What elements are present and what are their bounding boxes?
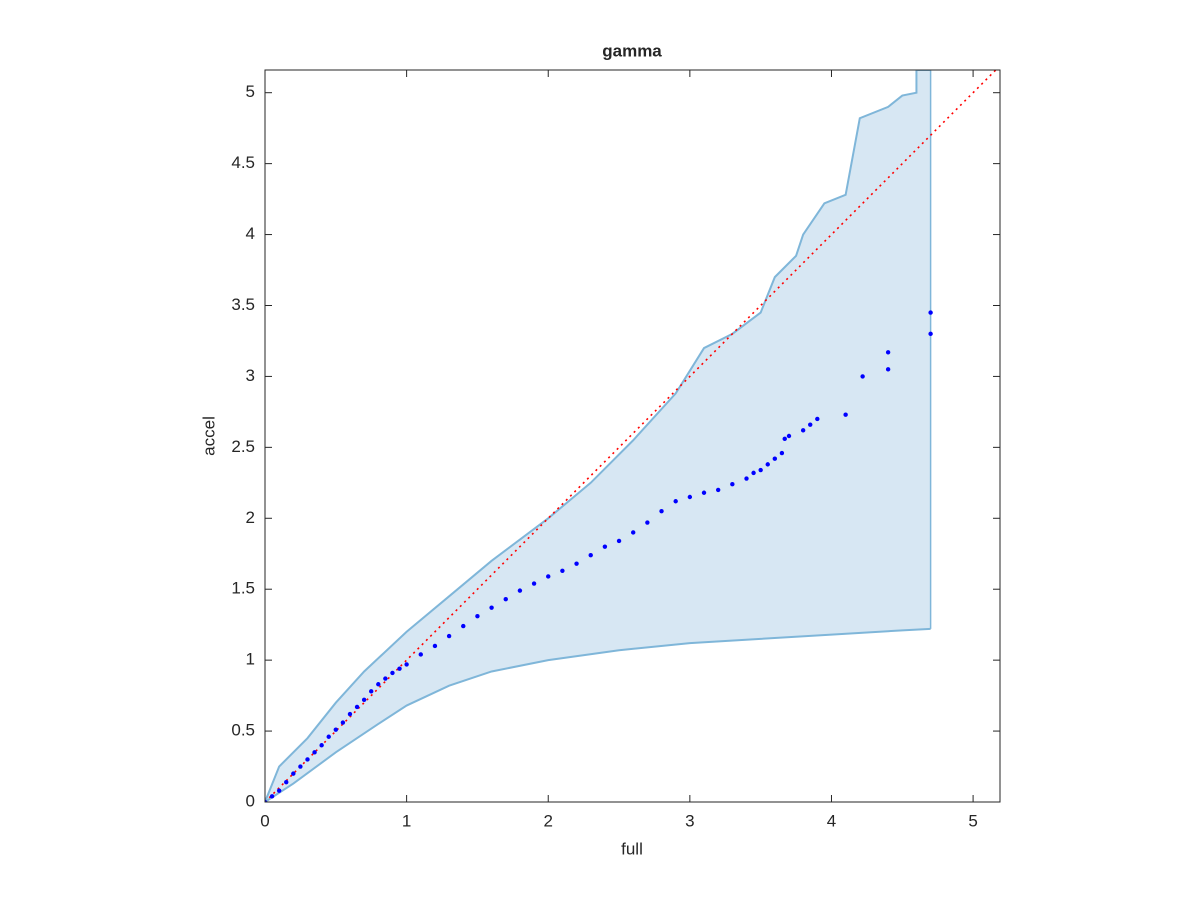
point <box>730 482 735 487</box>
point <box>751 470 756 476</box>
point <box>369 689 374 694</box>
y-tick-label: 5 <box>246 82 255 101</box>
y-axis-label: accel <box>199 416 218 456</box>
y-tick-label: 0 <box>246 791 255 810</box>
point <box>354 704 360 710</box>
point <box>383 676 388 681</box>
y-tick-label: 0.5 <box>231 721 255 740</box>
point <box>631 530 636 535</box>
point <box>269 794 275 799</box>
point <box>860 374 865 379</box>
point <box>390 670 395 676</box>
point <box>347 711 353 717</box>
point <box>517 588 523 593</box>
point <box>808 422 813 427</box>
point <box>574 561 579 566</box>
point <box>305 757 310 762</box>
point <box>588 552 593 558</box>
point <box>701 490 707 495</box>
point <box>843 412 848 417</box>
band-line <box>265 627 931 802</box>
point <box>602 544 608 549</box>
y-tick-label: 3.5 <box>231 295 255 314</box>
point <box>782 436 787 442</box>
point <box>885 367 891 372</box>
point <box>333 727 339 732</box>
x-tick-label: 0 <box>260 811 269 830</box>
point <box>418 652 423 657</box>
point <box>298 764 303 769</box>
point <box>772 456 778 461</box>
point <box>432 643 438 649</box>
point <box>284 779 289 785</box>
point <box>397 666 402 671</box>
point <box>546 574 551 579</box>
y-tick-label: 2.5 <box>231 437 255 456</box>
point <box>815 416 820 422</box>
x-tick-label: 5 <box>968 811 977 830</box>
axes-box <box>264 69 1001 803</box>
point <box>765 462 770 467</box>
point <box>475 613 480 619</box>
point <box>503 596 508 602</box>
point <box>361 697 367 703</box>
point <box>645 520 650 525</box>
point <box>885 350 891 355</box>
x-tick-label: 4 <box>827 811 836 830</box>
point <box>319 743 324 748</box>
y-tick-label: 4 <box>246 224 255 243</box>
point <box>312 750 317 755</box>
point <box>744 476 749 481</box>
point <box>560 568 565 573</box>
chart-title: gamma <box>602 41 662 60</box>
point <box>715 487 721 493</box>
point <box>376 682 381 687</box>
point <box>265 799 268 802</box>
band-fill <box>265 70 931 802</box>
band-line <box>265 70 931 802</box>
x-tick-label: 3 <box>685 811 694 830</box>
point <box>531 581 537 586</box>
point <box>446 633 452 639</box>
x-tick-label: 2 <box>544 811 553 830</box>
x-tick-label: 1 <box>402 811 411 830</box>
point <box>616 538 622 544</box>
point <box>928 331 933 337</box>
y-tick-label: 2 <box>246 508 255 527</box>
point <box>928 310 933 315</box>
point <box>673 499 678 504</box>
point <box>276 788 282 793</box>
y-tick-label: 1.5 <box>231 579 255 598</box>
point <box>800 428 806 433</box>
point <box>340 720 346 725</box>
point <box>291 771 296 776</box>
y-tick-label: 3 <box>246 366 255 385</box>
plot-area <box>265 70 997 802</box>
point <box>489 605 494 610</box>
y-tick-label: 1 <box>246 650 255 669</box>
point <box>779 450 785 456</box>
point <box>758 467 763 473</box>
x-axis-label: full <box>621 839 643 858</box>
point <box>404 662 409 667</box>
point <box>786 433 792 439</box>
y-tick-label: 4.5 <box>231 153 255 172</box>
point <box>659 508 664 514</box>
point <box>687 494 693 500</box>
point <box>326 734 331 739</box>
point <box>461 623 466 629</box>
